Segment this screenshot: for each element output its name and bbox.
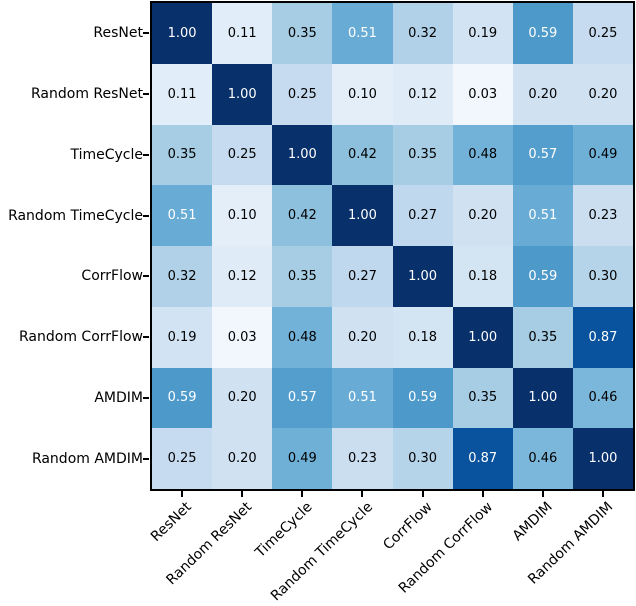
y-tick [143, 336, 149, 339]
heatmap: 1.00 0.11 0.35 0.51 0.32 0.19 0.59 0.25 0.11 1.00… [150, 1, 635, 491]
heatmap-cell: 0.59 [392, 367, 453, 429]
heatmap-cell: 0.51 [152, 185, 213, 246]
heatmap-cell: 0.18 [392, 306, 453, 368]
heatmap-cell: 0.57 [512, 124, 573, 186]
x-tick [301, 491, 304, 497]
y-tick-label: Random ResNet [31, 86, 143, 103]
y-tick-label: CorrFlow [81, 268, 143, 285]
y-tick-label: AMDIM [94, 389, 143, 406]
x-tick-label: AMDIM [509, 499, 556, 545]
heatmap-cell: 0.87 [452, 428, 513, 489]
heatmap-cell: 0.12 [392, 63, 453, 125]
heatmap-cell: 0.20 [332, 306, 393, 368]
heatmap-cell: 1.00 [452, 306, 513, 368]
heatmap-cell: 0.59 [152, 367, 213, 429]
heatmap-cell: 0.25 [272, 63, 333, 125]
heatmap-cell: 0.30 [572, 246, 633, 307]
x-tick [361, 491, 364, 497]
heatmap-cell: 0.32 [152, 246, 213, 307]
y-tick-label: Random CorrFlow [19, 329, 143, 346]
heatmap-cell: 0.23 [332, 428, 393, 489]
heatmap-cell: 1.00 [392, 246, 453, 307]
heatmap-cell: 0.12 [212, 246, 273, 307]
heatmap-cell: 0.35 [152, 124, 213, 186]
y-tick [143, 396, 149, 399]
heatmap-cell: 0.27 [332, 246, 393, 307]
y-tick [143, 153, 149, 156]
x-tick [481, 491, 484, 497]
heatmap-cell: 0.49 [272, 428, 333, 489]
heatmap-cell: 0.20 [512, 63, 573, 125]
x-tick [181, 491, 184, 497]
heatmap-cell: 0.20 [212, 428, 273, 489]
heatmap-cell: 0.42 [272, 185, 333, 246]
heatmap-cell: 0.27 [392, 185, 453, 246]
heatmap-cell: 0.19 [152, 306, 213, 368]
heatmap-cell: 0.25 [212, 124, 273, 186]
heatmap-cell: 0.46 [572, 367, 633, 429]
heatmap-cell: 0.19 [452, 3, 513, 64]
y-tick [143, 93, 149, 96]
heatmap-cell: 1.00 [512, 367, 573, 429]
heatmap-cell: 0.03 [212, 306, 273, 368]
heatmap-cell: 0.35 [392, 124, 453, 186]
heatmap-cell: 0.30 [392, 428, 453, 489]
y-tick-label: Random TimeCycle [8, 207, 143, 224]
heatmap-cell: 0.35 [512, 306, 573, 368]
heatmap-cell: 1.00 [572, 428, 633, 489]
heatmap-cell: 0.48 [272, 306, 333, 368]
x-tick [241, 491, 244, 497]
heatmap-cell: 0.57 [272, 367, 333, 429]
x-tick-label: TimeCycle [252, 499, 316, 561]
heatmap-cell: 0.20 [452, 185, 513, 246]
heatmap-cell: 0.59 [512, 246, 573, 307]
heatmap-grid: 1.00 0.11 0.35 0.51 0.32 0.19 0.59 0.25 0.11 1.00… [152, 3, 633, 489]
heatmap-cell: 0.11 [212, 3, 273, 64]
heatmap-cell: 0.87 [572, 306, 633, 368]
heatmap-cell: 0.42 [332, 124, 393, 186]
heatmap-cell: 0.59 [512, 3, 573, 64]
heatmap-cell: 0.51 [332, 3, 393, 64]
heatmap-cell: 0.10 [212, 185, 273, 246]
x-tick [601, 491, 604, 497]
heatmap-cell: 0.25 [152, 428, 213, 489]
y-tick [143, 32, 149, 35]
x-tick-label: CorrFlow [380, 499, 436, 554]
y-tick-label: Random AMDIM [31, 450, 143, 467]
heatmap-cell: 0.35 [272, 246, 333, 307]
x-tick [421, 491, 424, 497]
x-tick-label: ResNet [148, 499, 196, 545]
heatmap-cell: 0.25 [572, 3, 633, 64]
y-tick-label: TimeCycle [70, 146, 143, 163]
x-tick-label: Random TimeCycle [267, 499, 376, 605]
y-tick [143, 214, 149, 217]
heatmap-cell: 0.35 [272, 3, 333, 64]
x-tick [541, 491, 544, 497]
heatmap-cell: 0.20 [572, 63, 633, 125]
heatmap-cell: 0.32 [392, 3, 453, 64]
heatmap-cell: 0.35 [452, 367, 513, 429]
heatmap-cell: 0.23 [572, 185, 633, 246]
y-tick [143, 457, 149, 460]
heatmap-cell: 1.00 [152, 3, 213, 64]
heatmap-cell: 0.48 [452, 124, 513, 186]
heatmap-cell: 0.49 [572, 124, 633, 186]
heatmap-cell: 1.00 [212, 63, 273, 125]
heatmap-cell: 1.00 [332, 185, 393, 246]
heatmap-cell: 0.10 [332, 63, 393, 125]
heatmap-cell: 0.18 [452, 246, 513, 307]
heatmap-cell: 0.51 [332, 367, 393, 429]
y-tick [143, 275, 149, 278]
heatmap-cell: 0.03 [452, 63, 513, 125]
heatmap-cell: 0.46 [512, 428, 573, 489]
heatmap-cell: 0.51 [512, 185, 573, 246]
heatmap-cell: 0.20 [212, 367, 273, 429]
y-tick-label: ResNet [93, 25, 143, 42]
heatmap-cell: 1.00 [272, 124, 333, 186]
heatmap-cell: 0.11 [152, 63, 213, 125]
